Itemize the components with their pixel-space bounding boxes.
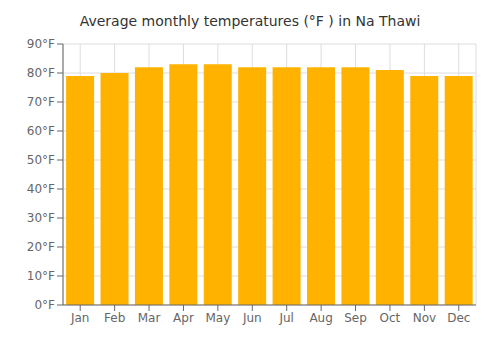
svg-text:30°F: 30°F (27, 211, 55, 225)
svg-text:10°F: 10°F (27, 269, 55, 283)
svg-text:50°F: 50°F (27, 153, 55, 167)
svg-text:Jul: Jul (278, 311, 293, 325)
svg-text:Oct: Oct (380, 311, 401, 325)
html-text:Average monthly temperatures (: Average monthly temperatures (°F ) in Na… (79, 13, 421, 29)
svg-text:Mar: Mar (138, 311, 161, 325)
svg-text:90°F: 90°F (27, 37, 55, 51)
svg-text:0°F: 0°F (34, 298, 55, 312)
svg-text:Aug: Aug (309, 311, 332, 325)
svg-text:70°F: 70°F (27, 95, 55, 109)
svg-text:60°F: 60°F (27, 124, 55, 138)
svg-text:Jun: Jun (242, 311, 262, 325)
svg-text:20°F: 20°F (27, 240, 55, 254)
svg-text:Feb: Feb (104, 311, 125, 325)
svg-text:Jan: Jan (70, 311, 90, 325)
svg-text:Apr: Apr (173, 311, 194, 325)
svg-text:Nov: Nov (413, 311, 436, 325)
svg-text:May: May (205, 311, 230, 325)
svg-text:Sep: Sep (344, 311, 367, 325)
svg-text:80°F: 80°F (27, 66, 55, 80)
svg-text:40°F: 40°F (27, 182, 55, 196)
svg-text:Dec: Dec (447, 311, 470, 325)
